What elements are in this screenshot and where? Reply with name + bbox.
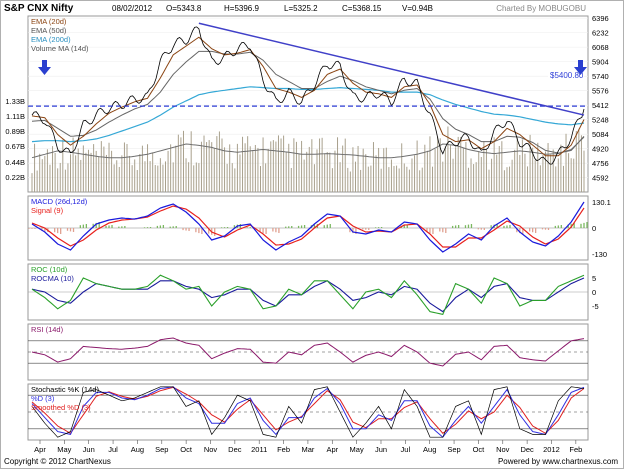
x-tick-label: 2011 bbox=[251, 445, 267, 454]
volume-tick-label: 0.67B bbox=[5, 142, 25, 151]
x-tick-label: Dec bbox=[228, 445, 242, 454]
volume-tick-label: 0.89B bbox=[5, 127, 25, 136]
gridlines bbox=[28, 17, 588, 444]
stoch-d-line bbox=[31, 386, 585, 438]
down-arrow-icon-left bbox=[38, 60, 51, 75]
volume-tick-label: 0.22B bbox=[5, 173, 25, 182]
header-low: L=5325.2 bbox=[284, 4, 318, 13]
x-tick-label: Jun bbox=[375, 445, 387, 454]
volume-tick-label: 1.11B bbox=[6, 112, 25, 121]
x-tick-label: 2012 bbox=[543, 445, 560, 454]
macd-tick-label: 0 bbox=[592, 224, 596, 233]
x-tick-label: May bbox=[57, 445, 71, 454]
footer-copyright: Copyright © 2012 ChartNexus bbox=[4, 457, 111, 466]
x-tick-label: Jun bbox=[83, 445, 95, 454]
roc-tick-label: 5 bbox=[592, 274, 596, 283]
legend-signal: Signal (9) bbox=[31, 206, 64, 215]
macd-tick-label: -130 bbox=[592, 250, 607, 259]
volume-tick-label: 1.33B bbox=[5, 97, 25, 106]
support-label-bg bbox=[548, 70, 584, 80]
legend-stoch-smoothed: Smoothed %D (3) bbox=[31, 403, 91, 412]
volume-ma-line bbox=[31, 136, 585, 159]
x-tick-label: Jul bbox=[108, 445, 118, 454]
x-tick-label: Apr bbox=[326, 445, 338, 454]
x-tick-label: Oct bbox=[180, 445, 193, 454]
price-tick-label: 5412 bbox=[592, 101, 609, 110]
x-tick-label: Feb bbox=[277, 445, 290, 454]
legend-ema20: EMA (20d) bbox=[31, 17, 67, 26]
x-tick-label: Mar bbox=[301, 445, 314, 454]
price-tick-label: 5576 bbox=[592, 87, 609, 96]
legend-ema50: EMA (50d) bbox=[31, 26, 67, 35]
legend-stoch-d: %D (3) bbox=[31, 394, 55, 403]
down-arrow-icon-right bbox=[574, 60, 587, 75]
roc-line bbox=[31, 274, 585, 316]
support-label: $5400.80 bbox=[550, 71, 584, 80]
price-tick-label: 5248 bbox=[592, 116, 609, 125]
header-credit: Charted By MOBUGOBU bbox=[496, 4, 586, 13]
price-tick-label: 4756 bbox=[592, 159, 609, 168]
header-close: C=5368.15 bbox=[342, 4, 382, 13]
price-tick-label: 6232 bbox=[592, 29, 609, 38]
x-tick-label: Apr bbox=[34, 445, 46, 454]
macd-tick-label: 130.1 bbox=[592, 198, 611, 207]
roc-tick-label: -5 bbox=[592, 302, 599, 311]
header-volume: V=0.94B bbox=[402, 4, 433, 13]
price-line bbox=[31, 26, 585, 165]
price-tick-label: 4592 bbox=[592, 174, 609, 183]
price-panel bbox=[27, 15, 589, 193]
trendline bbox=[198, 22, 585, 116]
legend-ema200: EMA (200d) bbox=[31, 35, 71, 44]
macd-signal-line bbox=[31, 205, 585, 248]
stoch-k-line bbox=[31, 386, 585, 438]
volume-bars bbox=[31, 126, 585, 192]
x-tick-label: Aug bbox=[423, 445, 436, 454]
legend-volume-ma: Volume MA (14d) bbox=[31, 44, 89, 53]
roc-tick-label: 0 bbox=[592, 288, 596, 297]
price-tick-label: 5084 bbox=[592, 130, 609, 139]
price-tick-label: 6396 bbox=[592, 14, 609, 23]
legend-rocma: ROCMA (10) bbox=[31, 274, 74, 283]
x-tick-label: Aug bbox=[131, 445, 144, 454]
legend-roc: ROC (10d) bbox=[31, 265, 68, 274]
x-tick-label: Oct bbox=[473, 445, 486, 454]
macd-line bbox=[31, 201, 585, 253]
x-tick-label: Nov bbox=[496, 445, 510, 454]
ema50-line bbox=[31, 50, 585, 154]
series-lines bbox=[28, 22, 588, 438]
legend-macd: MACD (26d,12d) bbox=[31, 197, 88, 206]
rsi-line bbox=[31, 337, 585, 367]
x-tick-label: Dec bbox=[520, 445, 534, 454]
stoch-smoothed-line bbox=[31, 386, 585, 434]
chart-title: S&P CNX Nifty bbox=[4, 3, 74, 14]
price-tick-label: 6068 bbox=[592, 43, 609, 52]
footer-powered: Powered by www.chartnexus.com bbox=[498, 457, 618, 466]
x-tick-label: Nov bbox=[204, 445, 218, 454]
axis-labels: 6396 6232 6068 5904 5740 5576 5412 5248 5084 4920… bbox=[5, 14, 610, 454]
header-high: H=5396.9 bbox=[224, 4, 259, 13]
price-tick-label: 5904 bbox=[592, 58, 609, 67]
x-tick-label: May bbox=[350, 445, 364, 454]
price-tick-label: 5740 bbox=[592, 72, 609, 81]
x-tick-label: Feb bbox=[569, 445, 582, 454]
x-tick-label: Jul bbox=[401, 445, 411, 454]
x-tick-label: Sep bbox=[155, 445, 168, 454]
legend-rsi: RSI (14d) bbox=[31, 325, 64, 334]
header-date: 08/02/2012 bbox=[112, 4, 153, 13]
volume-tick-label: 0.44B bbox=[5, 158, 25, 167]
x-tick-label: Sep bbox=[447, 445, 460, 454]
header-open: O=5343.8 bbox=[166, 4, 202, 13]
legend-stoch-k: Stochastic %K (14d) bbox=[31, 385, 99, 394]
price-tick-label: 4920 bbox=[592, 145, 609, 154]
